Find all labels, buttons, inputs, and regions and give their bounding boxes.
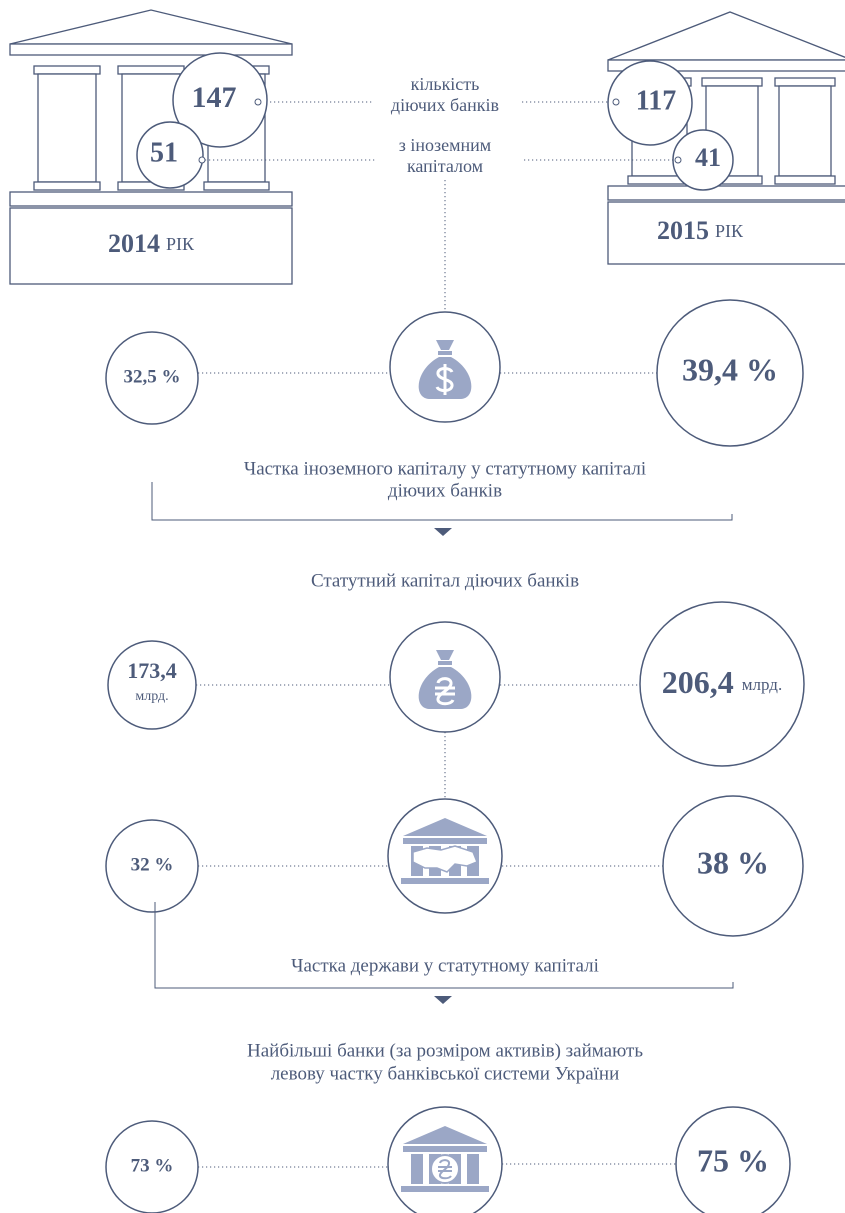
bracket <box>154 902 734 989</box>
roof <box>607 11 845 61</box>
circle <box>675 1106 791 1213</box>
bag-neck <box>436 340 454 350</box>
value: 41 <box>695 143 721 172</box>
value: 75 % <box>697 1142 769 1178</box>
circle <box>105 1120 199 1213</box>
bank-roof <box>403 818 487 836</box>
unit: млрд. <box>742 675 782 694</box>
value: 39,4 % <box>682 351 778 387</box>
bracket <box>151 482 733 521</box>
year-box <box>9 207 293 285</box>
arrow <box>434 528 452 536</box>
year: 2015 <box>657 216 709 245</box>
bank-base <box>401 878 489 884</box>
marker-dot <box>198 156 206 164</box>
platform <box>9 191 293 207</box>
value: 147 <box>192 81 237 114</box>
platform <box>607 185 845 201</box>
column-capital <box>33 65 101 75</box>
column <box>778 85 832 177</box>
dollar-sign <box>435 364 454 395</box>
column <box>37 73 97 183</box>
value: 73 % <box>131 1155 174 1176</box>
bank-column <box>467 1154 479 1184</box>
value: 32 % <box>131 854 174 875</box>
caption: Статутний капітал діючих банків <box>311 570 579 591</box>
column-capital <box>117 65 185 75</box>
value: 117 <box>636 85 676 116</box>
circle <box>656 299 804 447</box>
column-capital <box>701 77 763 87</box>
year-label: 2014 РІК <box>108 229 195 258</box>
value: 206,4 млрд. <box>662 664 782 700</box>
roof-beam <box>9 43 293 56</box>
marker-dot <box>674 156 682 164</box>
bag-tie <box>438 661 452 665</box>
year-suffix: РІК <box>715 221 744 241</box>
roof-beam <box>607 59 845 72</box>
marker-dot <box>612 98 620 106</box>
column-capital <box>774 77 836 87</box>
year: 2014 <box>108 229 160 258</box>
caption: діючих банків <box>388 480 502 501</box>
caption: Частка іноземного капіталу у статутному … <box>244 458 646 479</box>
year-box <box>607 201 845 265</box>
bag-tie <box>438 351 452 355</box>
column-base <box>33 181 101 191</box>
bank-beam <box>403 1146 487 1152</box>
circle <box>105 819 199 913</box>
hryvnia-sign <box>438 1159 452 1180</box>
bank-base <box>401 1186 489 1192</box>
circle <box>607 60 693 146</box>
circle <box>136 121 204 189</box>
caption: левову частку банківської системи Україн… <box>271 1063 620 1084</box>
marker-dot <box>254 98 262 106</box>
arrow <box>434 996 452 1004</box>
caption: капіталом <box>407 156 483 176</box>
bank-roof <box>403 1126 487 1144</box>
circle <box>107 640 197 730</box>
value-number: 206,4 <box>662 664 734 700</box>
caption: Частка держави у статутному капіталі <box>291 955 599 976</box>
value: 51 <box>150 137 178 168</box>
hryvnia-sign <box>435 677 455 706</box>
value: 38 % <box>697 844 769 880</box>
circle <box>105 331 199 425</box>
circle <box>662 795 804 937</box>
bag-neck <box>436 650 454 660</box>
unit: млрд. <box>135 689 168 704</box>
circle <box>172 52 268 148</box>
year-suffix: РІК <box>166 234 195 254</box>
caption: Найбільші банки (за розміром активів) за… <box>247 1040 643 1061</box>
year-label: 2015 РІК <box>657 216 744 245</box>
circle <box>672 129 734 191</box>
value: 173,4 <box>127 658 177 683</box>
value: 32,5 % <box>124 366 181 387</box>
bank-beam <box>403 838 487 844</box>
circle <box>639 601 805 767</box>
caption: з іноземним <box>399 135 491 155</box>
caption: діючих банків <box>391 95 499 115</box>
column-base <box>203 181 270 191</box>
column-base <box>774 175 836 185</box>
bank-column <box>411 1154 423 1184</box>
map <box>412 845 478 873</box>
caption: кількість <box>411 74 480 94</box>
roof <box>9 9 293 45</box>
